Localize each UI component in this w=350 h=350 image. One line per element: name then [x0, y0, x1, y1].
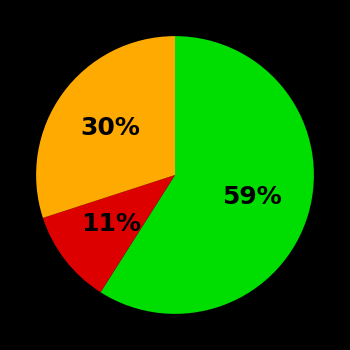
Text: 11%: 11% [81, 212, 141, 236]
Wedge shape [36, 36, 175, 218]
Wedge shape [43, 175, 175, 292]
Text: 30%: 30% [80, 116, 140, 140]
Text: 59%: 59% [223, 186, 282, 209]
Wedge shape [100, 36, 314, 314]
